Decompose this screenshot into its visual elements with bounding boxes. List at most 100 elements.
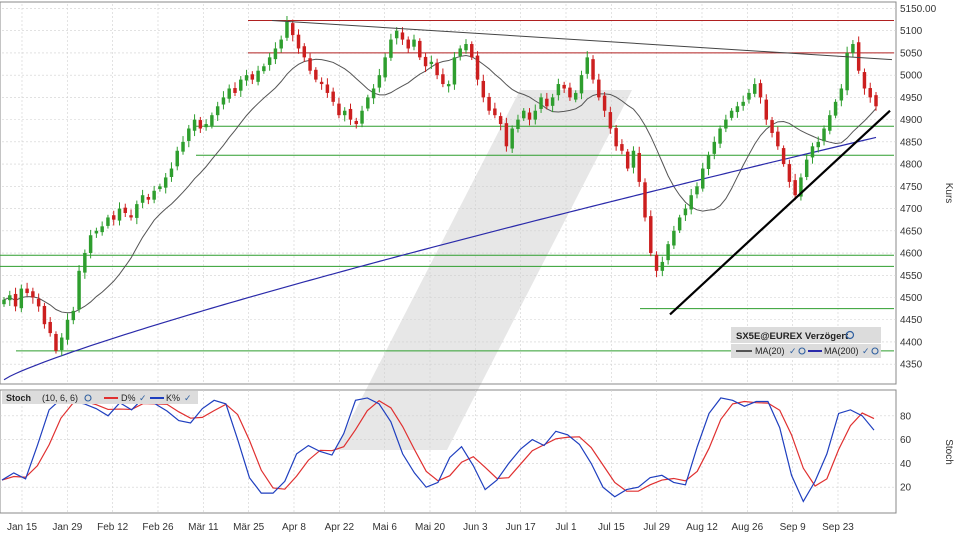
candle-down (302, 46, 307, 58)
candle-up (71, 310, 76, 321)
candle-up (94, 230, 99, 234)
candle-up (221, 97, 226, 105)
candle-up (2, 299, 6, 305)
candle-up (539, 97, 543, 109)
candle-up (851, 44, 855, 53)
candle-up (285, 21, 289, 38)
xtick-label: Sep 23 (822, 522, 854, 533)
candle-down (856, 42, 861, 71)
stoch-legend-k-check-icon[interactable]: ✓ (184, 393, 192, 403)
xtick-label: Mai 6 (372, 522, 397, 533)
xtick-label: Jun 3 (463, 522, 488, 533)
candle-down (475, 55, 480, 80)
candle-up (735, 106, 740, 113)
legend-ma20-label: MA(20) (755, 346, 785, 356)
main-ytick-label: 4900 (900, 115, 923, 126)
candle-down (123, 207, 128, 214)
candle-up (77, 270, 81, 310)
candle-down (13, 293, 18, 307)
candle-down (331, 91, 335, 102)
main-ytick-label: 4650 (900, 226, 923, 237)
candle-down (776, 131, 780, 147)
candle-down (608, 112, 613, 129)
candle-up (683, 208, 688, 216)
candle-down (36, 298, 41, 307)
candle-down (787, 164, 792, 182)
candle-down (620, 144, 624, 151)
candle-up (262, 66, 266, 72)
stoch-ytick-label: 60 (900, 435, 912, 446)
main-ytick-label: 4750 (900, 182, 923, 193)
candle-up (816, 141, 820, 148)
candle-up (60, 337, 64, 350)
stoch-legend: Stoch (10, 6, 6) D% ✓ K% ✓ (2, 391, 198, 404)
candle-down (470, 44, 474, 58)
candle-up (712, 141, 717, 154)
main-ytick-label: 4350 (900, 360, 923, 371)
legend-ma200-check-icon[interactable]: ✓ (862, 346, 870, 356)
axis-layer: 4350 4400 4450 4500 4550 4600 4650 4700 4750 4800… (7, 4, 937, 533)
ma200-line (3, 136, 877, 381)
stoch-ylabel: Stoch (943, 439, 954, 465)
candle-up (389, 39, 393, 58)
ma20-line (3, 54, 877, 314)
candle-down (198, 120, 203, 129)
candle-down (314, 69, 318, 80)
candle-up (747, 92, 751, 100)
candle-down (319, 81, 324, 85)
legend-ma20-settings-icon[interactable] (798, 347, 806, 355)
trendline-layer (271, 19, 893, 316)
candle-down (614, 128, 618, 147)
candle-up (828, 115, 832, 131)
legend-ma200-settings-icon[interactable] (871, 347, 879, 355)
main-ytick-label: 4500 (900, 293, 923, 304)
xtick-label: Apr 22 (325, 522, 355, 533)
legend-ma200-label: MA(200) (824, 346, 859, 356)
candle-up (741, 101, 745, 106)
candle-up (163, 177, 168, 188)
candle-up (695, 186, 699, 195)
candle-up (706, 155, 711, 169)
candle-down (481, 80, 486, 98)
candle-up (533, 110, 538, 120)
candle-up (210, 115, 214, 126)
xtick-label: Feb 26 (142, 522, 174, 533)
candle-up (724, 119, 728, 129)
candle-down (354, 120, 358, 125)
xtick-label: Aug 26 (731, 522, 763, 533)
candle-up (256, 70, 260, 82)
candle-up (279, 39, 283, 49)
candle-up (452, 57, 457, 85)
candle-up (666, 244, 670, 261)
candle-down (793, 180, 797, 196)
candle-down (233, 88, 237, 93)
candle-down (42, 305, 47, 325)
stoch-legend-bg (2, 391, 198, 404)
candle-up (192, 119, 197, 131)
candle-down (493, 108, 497, 116)
grid-layer (0, 4, 896, 513)
candle-down (568, 87, 572, 98)
xtick-label: Mai 20 (415, 522, 445, 533)
candle-up (394, 30, 399, 39)
candle-up (175, 150, 179, 167)
legend-info-icon[interactable] (845, 330, 855, 340)
candle-up (273, 48, 278, 60)
up-trendline (669, 109, 891, 316)
candle-up (383, 57, 387, 78)
candle-up (660, 261, 665, 271)
stoch-legend-info-icon[interactable] (84, 394, 92, 402)
candle-up (522, 110, 526, 119)
candle-down (562, 84, 566, 89)
candle-up (8, 295, 12, 301)
candle-up (215, 106, 220, 116)
candle-up (429, 61, 434, 65)
candle-down (146, 197, 151, 200)
xtick-label: Mär 11 (188, 522, 219, 533)
legend-ma20-check-icon[interactable]: ✓ (789, 346, 797, 356)
stoch-legend-d-check-icon[interactable]: ✓ (139, 393, 147, 403)
candle-down (31, 291, 35, 298)
main-ylabel: Kurs (943, 183, 954, 204)
candle-up (510, 128, 514, 149)
candle-up (556, 84, 561, 96)
